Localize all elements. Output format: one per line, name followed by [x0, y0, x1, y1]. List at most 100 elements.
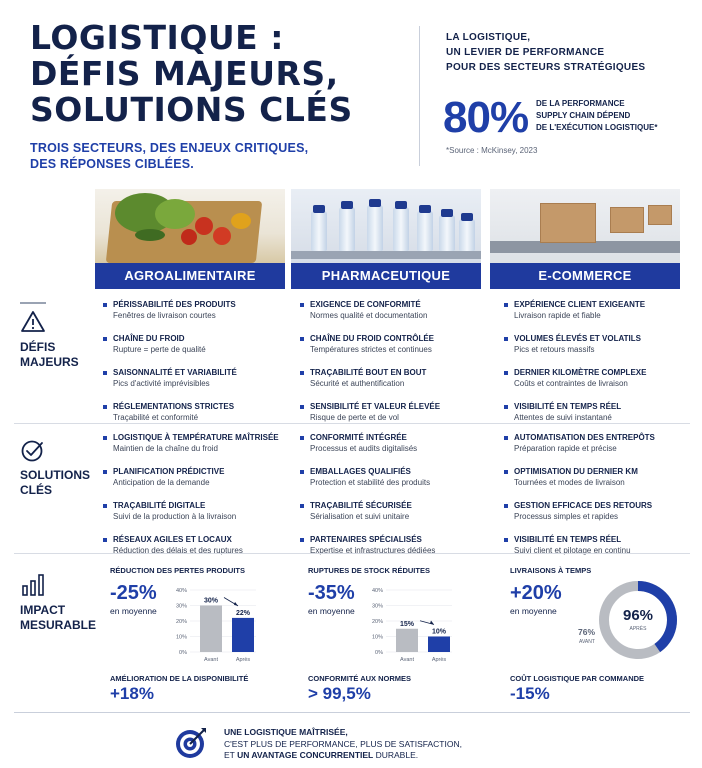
sector-header-pharma: PHARMACEUTIQUE	[291, 263, 481, 289]
list-item: SENSIBILITÉ ET VALEUR ÉLEVÉE Risque de pe…	[300, 402, 490, 423]
item-title: LOGISTIQUE À TEMPÉRATURE MAÎTRISÉE	[113, 433, 279, 442]
item-desc: Réduction des délais et des ruptures	[113, 546, 243, 555]
bar-value-label: 10%	[432, 629, 447, 636]
item-desc: Rupture = perte de qualité	[113, 345, 206, 354]
item-desc: Attentes de suivi instantané	[514, 413, 612, 422]
solutions-list-agro: LOGISTIQUE À TEMPÉRATURE MAÎTRISÉE Mainti…	[103, 433, 293, 569]
item-desc: Pics d'activité imprévisibles	[113, 379, 210, 388]
side-heading-line: UN LEVIER DE PERFORMANCE	[446, 47, 605, 58]
section-divider	[14, 423, 690, 424]
item-title: VISIBILITÉ EN TEMPS RÉEL	[514, 535, 622, 544]
item-desc: Suivi client et pilotage en continu	[514, 546, 631, 555]
stat-text-line: DE L'EXÉCUTION LOGISTIQUE*	[536, 123, 658, 132]
footer-divider	[14, 712, 690, 713]
item-title: TRAÇABILITÉ DIGITALE	[113, 501, 206, 510]
row-label-line: IMPACT	[20, 603, 66, 617]
row-label-line: DÉFIS	[20, 340, 56, 354]
item-title: GESTION EFFICACE DES RETOURS	[514, 501, 653, 510]
y-tick-label: 0%	[375, 650, 383, 656]
kpi-value-agro: -25%	[110, 582, 157, 604]
donut-value-caption: APRÈS	[630, 625, 648, 632]
column-pharma: PHARMACEUTIQUE	[291, 189, 481, 289]
page-subtitle: TROIS SECTEURS, DES ENJEUX CRITIQUES, DE…	[30, 140, 330, 172]
kpi-bottom-value-ecom: -15%	[510, 684, 550, 703]
bar-chart-pharma: 40% 30% 20% 10% 0% 15% Avant 10% Après	[372, 588, 452, 663]
list-item: CHAÎNE DU FROID CONTRÔLÉE Températures st…	[300, 334, 490, 355]
list-item: DERNIER KILOMÈTRE COMPLEXE Coûts et contr…	[504, 368, 694, 389]
item-desc: Livraison rapide et fiable	[514, 311, 601, 320]
stat-value: 80%	[443, 93, 529, 142]
check-circle-icon	[21, 440, 43, 462]
kpi-title-pharma: RUPTURES DE STOCK RÉDUITES	[308, 566, 430, 575]
list-item: PARTENAIRES SPÉCIALISÉS Expertise et infr…	[300, 535, 490, 556]
target-icon	[176, 728, 206, 758]
footer-line-part: DURABLE.	[373, 750, 419, 760]
sector-header-ecom: E-COMMERCE	[490, 263, 680, 289]
bar-apres	[428, 636, 450, 652]
item-title: VISIBILITÉ EN TEMPS RÉEL	[514, 402, 622, 411]
list-item: OPTIMISATION DU DERNIER KM Tournées et mo…	[504, 467, 694, 488]
stat-text-line: SUPPLY CHAIN DÉPEND	[536, 111, 631, 120]
item-title: SAISONNALITÉ ET VARIABILITÉ	[113, 368, 237, 377]
list-item: RÉSEAUX AGILES ET LOCAUX Réduction des dé…	[103, 535, 293, 556]
item-desc: Protection et stabilité des produits	[310, 478, 431, 487]
item-title: CHAÎNE DU FROID	[113, 334, 185, 343]
item-title: RÉSEAUX AGILES ET LOCAUX	[113, 535, 232, 544]
list-item: TRAÇABILITÉ SÉCURISÉE Sérialisation et su…	[300, 501, 490, 522]
donut-value-label: 96%	[623, 607, 653, 624]
parcels-conveyor-image	[490, 189, 680, 263]
item-title: TRAÇABILITÉ SÉCURISÉE	[310, 501, 412, 510]
title-line: SOLUTIONS CLÉS	[30, 90, 353, 129]
y-tick-label: 40%	[372, 588, 383, 594]
y-tick-label: 30%	[176, 604, 187, 610]
list-item: LOGISTIQUE À TEMPÉRATURE MAÎTRISÉE Mainti…	[103, 433, 293, 454]
item-desc: Tournées et modes de livraison	[514, 478, 625, 487]
list-item: CHAÎNE DU FROID Rupture = perte de qualit…	[103, 334, 293, 355]
list-item: RÉGLEMENTATIONS STRICTES Traçabilité et c…	[103, 402, 293, 423]
item-desc: Processus et audits digitalisés	[310, 444, 418, 453]
list-item: PÉRISSABILITÉ DES PRODUITS Fenêtres de li…	[103, 300, 293, 321]
bar-value-label: 15%	[400, 621, 415, 628]
bar-avant	[200, 605, 222, 652]
item-title: PLANIFICATION PRÉDICTIVE	[113, 467, 225, 476]
item-desc: Expertise et infrastructures dédiées	[310, 546, 436, 555]
item-title: AUTOMATISATION DES ENTREPÔTS	[514, 433, 655, 442]
row-label-line: MESURABLE	[20, 618, 97, 632]
subtitle-line: TROIS SECTEURS, DES ENJEUX CRITIQUES,	[30, 141, 309, 155]
stat-text: DE LA PERFORMANCE SUPPLY CHAIN DÉPEND DE…	[536, 98, 696, 134]
bar-apres	[232, 617, 254, 652]
title-line: DÉFIS MAJEURS,	[30, 54, 339, 93]
y-tick-label: 20%	[372, 619, 383, 625]
list-item: AUTOMATISATION DES ENTREPÔTS Préparation …	[504, 433, 694, 454]
row-label-line: SOLUTIONS	[20, 468, 91, 482]
item-title: TRAÇABILITÉ BOUT EN BOUT	[310, 368, 427, 377]
item-title: CHAÎNE DU FROID CONTRÔLÉE	[310, 334, 434, 343]
list-item: VOLUMES ÉLEVÉS ET VOLATILS Pics et retour…	[504, 334, 694, 355]
item-title: CONFORMITÉ INTÉGRÉE	[310, 433, 407, 442]
item-desc: Maintien de la chaîne du froid	[113, 444, 218, 453]
page-title: LOGISTIQUE : DÉFIS MAJEURS, SOLUTIONS CL…	[30, 20, 410, 128]
trend-arrow-head	[234, 601, 238, 606]
x-tick-label: Après	[236, 657, 251, 663]
bar-chart-agro: 40% 30% 20% 10% 0% 30% Avant 22% Après	[176, 588, 256, 663]
kpi-bottom-value-agro: +18%	[110, 684, 154, 703]
item-desc: Fenêtres de livraison courtes	[113, 311, 216, 320]
list-item: CONFORMITÉ INTÉGRÉE Processus et audits d…	[300, 433, 490, 454]
kpi-sub-ecom: en moyenne	[510, 606, 557, 616]
bar-chart-icon	[22, 574, 44, 596]
footer-line-part: ET	[224, 750, 238, 760]
item-title: EXIGENCE DE CONFORMITÉ	[310, 300, 421, 309]
footer-line: UNE LOGISTIQUE MAÎTRISÉE,	[224, 727, 348, 737]
item-title: EMBALLAGES QUALIFIÉS	[310, 467, 411, 476]
item-title: OPTIMISATION DU DERNIER KM	[514, 467, 638, 476]
x-tick-label: Avant	[204, 657, 218, 663]
kpi-sub-pharma: en moyenne	[308, 606, 355, 616]
y-tick-label: 10%	[372, 635, 383, 641]
item-desc: Sécurité et authentification	[310, 379, 405, 388]
item-desc: Suivi de la production à la livraison	[113, 512, 237, 521]
item-desc: Anticipation de la demande	[113, 478, 210, 487]
sector-header-agro: AGROALIMENTAIRE	[95, 263, 285, 289]
row-label-line: CLÉS	[20, 483, 53, 497]
item-desc: Sérialisation et suivi unitaire	[310, 512, 410, 521]
row-label-line: MAJEURS	[20, 355, 79, 369]
